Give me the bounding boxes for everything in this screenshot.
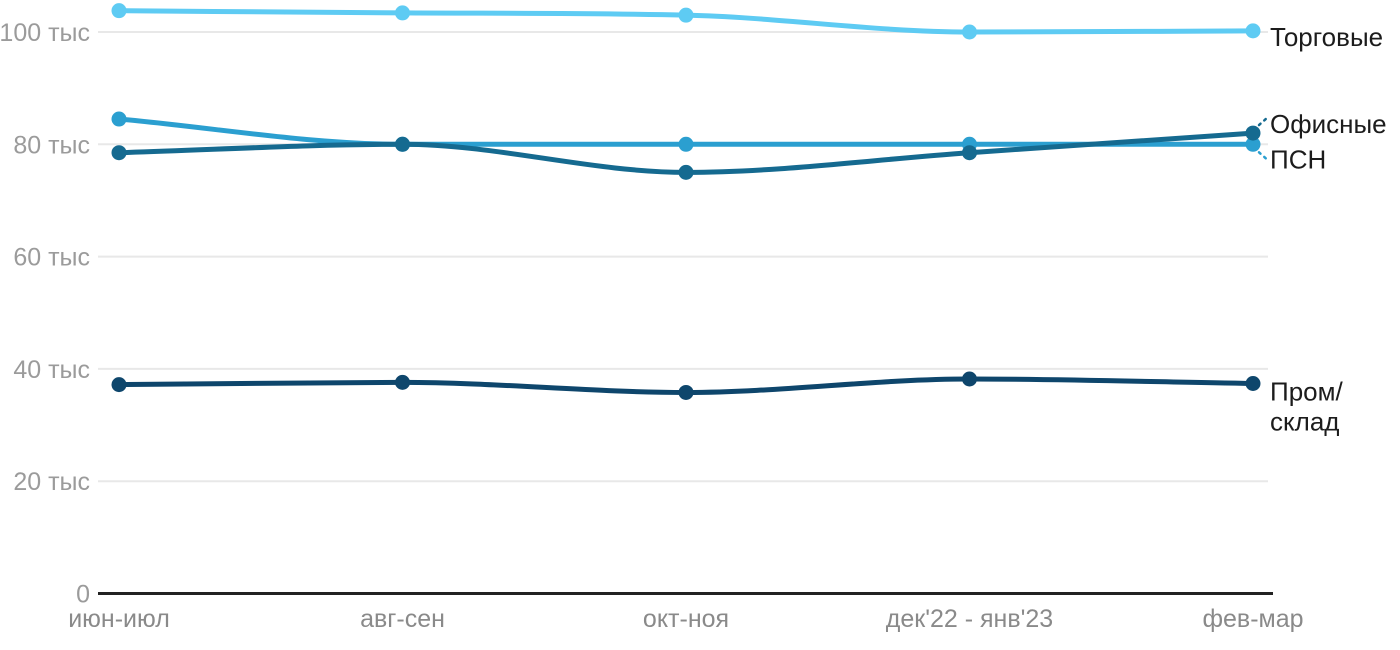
data-point[interactable] bbox=[962, 24, 977, 40]
x-tick-label: июн-июл bbox=[68, 605, 170, 633]
series-label: склад bbox=[1270, 406, 1339, 436]
data-point[interactable] bbox=[678, 136, 694, 152]
series-label: Пром/ bbox=[1270, 376, 1343, 406]
data-point[interactable] bbox=[395, 374, 410, 390]
data-point[interactable] bbox=[1245, 375, 1261, 391]
y-tick-label: 20 тыс bbox=[13, 468, 90, 496]
data-point[interactable] bbox=[111, 3, 127, 19]
x-tick-label: дек'22 - янв'23 bbox=[886, 605, 1053, 633]
data-point[interactable] bbox=[395, 5, 410, 21]
y-tick-label: 60 тыс bbox=[13, 244, 90, 272]
y-tick-label: 40 тыс bbox=[13, 356, 90, 384]
data-point[interactable] bbox=[678, 164, 694, 180]
series-label: Офисные bbox=[1270, 109, 1387, 139]
x-tick-label: авг-сен bbox=[360, 605, 445, 633]
data-point[interactable] bbox=[1245, 136, 1261, 152]
data-point[interactable] bbox=[1245, 23, 1261, 39]
y-tick-label: 100 тыс bbox=[0, 19, 90, 47]
series-label: ПСН bbox=[1270, 144, 1326, 174]
data-point[interactable] bbox=[962, 371, 977, 387]
data-point[interactable] bbox=[395, 136, 410, 152]
series-label: Торговые bbox=[1270, 22, 1383, 52]
x-tick-label: фев-мар bbox=[1202, 605, 1303, 633]
x-tick-label: окт-ноя bbox=[643, 605, 729, 633]
data-point[interactable] bbox=[678, 384, 694, 400]
y-tick-label: 80 тыс bbox=[13, 131, 90, 159]
label-leader-line bbox=[1257, 115, 1270, 127]
data-point[interactable] bbox=[111, 111, 127, 127]
data-point[interactable] bbox=[678, 7, 694, 23]
data-point[interactable] bbox=[111, 145, 127, 161]
data-point[interactable] bbox=[962, 145, 977, 161]
data-point[interactable] bbox=[1245, 125, 1261, 141]
label-leader-line bbox=[1257, 151, 1270, 162]
data-point[interactable] bbox=[111, 377, 127, 393]
y-tick-label: 0 bbox=[76, 581, 90, 609]
